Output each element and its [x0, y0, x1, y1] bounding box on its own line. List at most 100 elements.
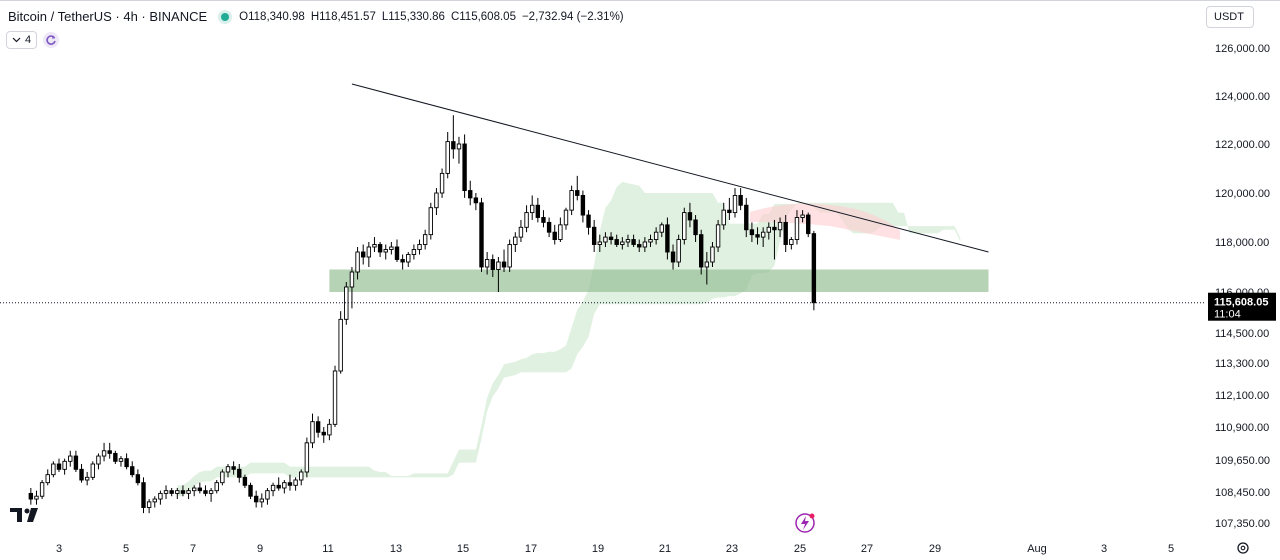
candle [208, 488, 214, 502]
candle [462, 134, 467, 198]
candle [670, 244, 676, 270]
candle [327, 419, 332, 441]
x-tick-label: Aug [1027, 543, 1047, 555]
x-tick-label: 3 [1101, 543, 1107, 555]
indicator-controls: 4 [6, 31, 60, 49]
candle [614, 234, 619, 247]
candle [366, 242, 372, 267]
tradingview-logo-icon[interactable] [10, 508, 38, 522]
candle [772, 219, 777, 260]
legend-bar: Bitcoin / TetherUS · 4h · BINANCE O118,3… [0, 0, 1280, 32]
refresh-icon[interactable] [43, 32, 60, 48]
close-value: C115,608.05 [450, 10, 516, 23]
candle [490, 254, 495, 277]
candle [468, 180, 473, 206]
candle [800, 210, 805, 223]
candle [766, 222, 771, 240]
candle [563, 207, 569, 230]
candle [749, 222, 755, 242]
candle [721, 202, 726, 230]
x-tick-label: 13 [390, 543, 402, 555]
candle [422, 229, 428, 250]
ichimoku-cloud-bearish [750, 203, 900, 240]
candle [304, 437, 310, 478]
candle [282, 480, 287, 494]
candle [789, 237, 794, 250]
candle [586, 210, 591, 235]
x-tick-label: 17 [525, 543, 537, 555]
candle [175, 488, 180, 500]
candle [648, 234, 653, 247]
candle [530, 195, 535, 220]
candle [777, 217, 783, 238]
candle [315, 416, 321, 438]
candle [321, 427, 326, 443]
ichimoku-cloud [177, 181, 961, 497]
candle [349, 267, 355, 309]
candle [451, 115, 456, 159]
x-tick-label: 29 [929, 543, 941, 555]
x-tick-label: 27 [861, 543, 873, 555]
candle [242, 474, 248, 488]
candle [39, 480, 45, 500]
candle [113, 450, 118, 464]
candle [569, 185, 574, 216]
candle [28, 488, 34, 505]
candle [400, 254, 405, 270]
candle [479, 197, 484, 272]
candle [79, 464, 84, 483]
candle [783, 215, 788, 252]
candle [518, 219, 524, 242]
candle [383, 244, 388, 260]
candle [727, 197, 732, 220]
candle [417, 239, 422, 255]
open-value: O118,340.98 [239, 10, 305, 23]
candle [411, 244, 417, 260]
candle [693, 215, 698, 242]
candle [535, 197, 541, 223]
candle [152, 496, 157, 508]
candle [68, 450, 73, 467]
flash-event-icon[interactable] [795, 513, 815, 533]
candle [338, 311, 343, 374]
candle [124, 453, 129, 470]
candle [715, 219, 721, 252]
candle [259, 493, 264, 508]
y-tick-label: 109,650.00 [1215, 455, 1270, 467]
chevron-down-icon [12, 37, 21, 43]
last-price-value: 115,608.05 [1214, 297, 1268, 309]
candle [653, 227, 659, 245]
candle [456, 136, 462, 164]
settings-gear-icon[interactable] [1237, 542, 1249, 554]
candle [377, 242, 383, 257]
candle [760, 227, 766, 247]
candle [665, 217, 670, 260]
candle [484, 252, 490, 275]
candle [732, 188, 738, 218]
descending-trendline[interactable] [351, 83, 989, 253]
currency-selector[interactable]: USDT [1206, 6, 1254, 28]
candle [248, 482, 253, 500]
candle [676, 234, 681, 267]
symbol-title[interactable]: Bitcoin / TetherUS · 4h · BINANCE [8, 9, 208, 24]
y-tick-label: 108,450.00 [1215, 487, 1270, 499]
indicator-count: 4 [25, 34, 32, 46]
x-tick-label: 3 [56, 543, 62, 555]
candle [625, 234, 631, 247]
candle [45, 469, 50, 486]
support-zone[interactable] [329, 269, 989, 293]
candle [287, 474, 293, 491]
candle [806, 212, 811, 238]
candle [237, 464, 242, 483]
y-tick-label: 112,100.00 [1215, 390, 1269, 402]
candle [163, 485, 169, 500]
candle [682, 207, 687, 245]
y-tick-label: 126,000.00 [1215, 43, 1270, 55]
indicators-toggle-button[interactable]: 4 [6, 31, 38, 49]
candle [552, 224, 557, 245]
candle [699, 229, 704, 275]
x-tick-label: 5 [123, 543, 129, 555]
y-tick-label: 122,000.00 [1215, 139, 1270, 151]
candle [394, 239, 400, 262]
